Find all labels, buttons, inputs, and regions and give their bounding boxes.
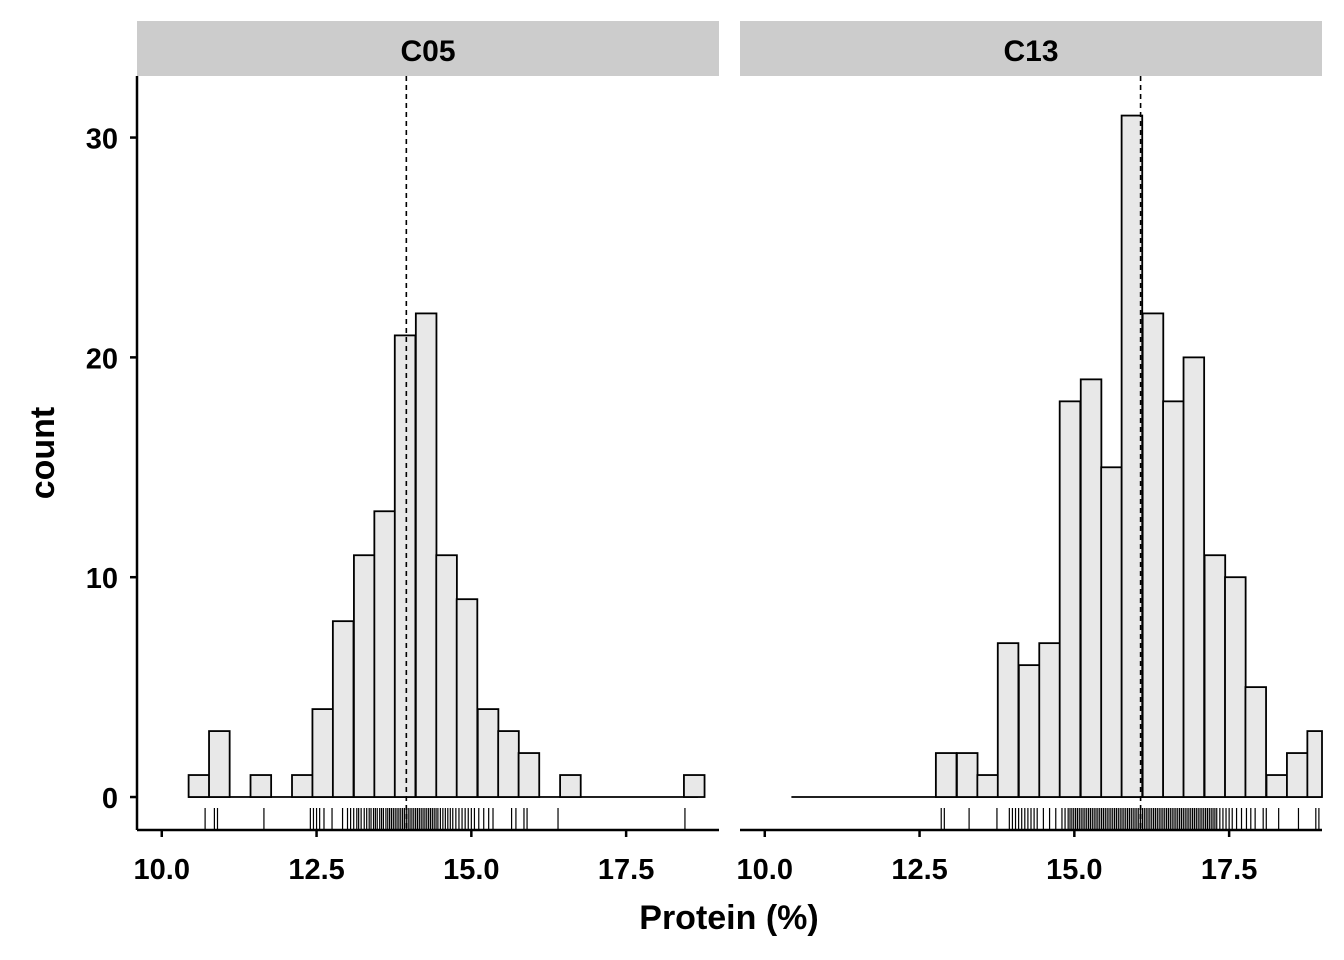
histogram-bar xyxy=(476,708,500,798)
histogram-bar xyxy=(1286,752,1309,798)
facet-strip-label: C05 xyxy=(400,35,455,68)
facet-strip xyxy=(137,21,719,76)
histogram-bar xyxy=(1141,312,1165,798)
x-tick-label: 15.0 xyxy=(443,854,499,886)
y-tick-label: 20 xyxy=(86,343,118,375)
histogram-bar xyxy=(353,554,376,798)
histogram-bar xyxy=(1017,664,1041,798)
histogram-bar xyxy=(976,774,999,798)
histogram-bar xyxy=(414,312,438,798)
histogram-bar xyxy=(1162,400,1185,798)
histogram-bar xyxy=(1058,400,1082,798)
histogram-bar xyxy=(1038,642,1061,798)
x-tick-label: 12.5 xyxy=(891,854,947,886)
histogram-bar xyxy=(1224,576,1247,798)
histogram-bar xyxy=(934,752,958,798)
y-tick-label: 10 xyxy=(86,563,118,595)
y-axis-label: count xyxy=(24,407,62,500)
y-tick-label: 0 xyxy=(102,783,118,815)
histogram-bar xyxy=(1244,686,1267,798)
histogram-bar xyxy=(187,774,211,798)
histogram-bar xyxy=(331,620,355,798)
histogram-bar xyxy=(1265,774,1289,798)
x-tick-label: 10.0 xyxy=(737,854,793,886)
facet-strip-label: C13 xyxy=(1003,35,1058,68)
histogram-bar xyxy=(996,642,1020,798)
histogram-bar xyxy=(1120,114,1144,798)
histogram-bar xyxy=(249,774,273,798)
x-tick-label: 12.5 xyxy=(288,854,344,886)
histogram-bar xyxy=(373,510,396,798)
x-tick-label: 15.0 xyxy=(1046,854,1102,886)
histogram-bar xyxy=(1306,730,1323,798)
histogram-bar xyxy=(291,774,314,798)
x-tick-label: 17.5 xyxy=(598,854,654,886)
histogram-bar xyxy=(956,752,979,798)
x-axis-label: Protein (%) xyxy=(639,899,818,937)
histogram-bar xyxy=(208,730,231,798)
histogram-bar xyxy=(393,334,417,798)
histogram-bar xyxy=(559,774,582,798)
histogram-bar xyxy=(1100,466,1123,798)
histogram-bar xyxy=(1182,356,1206,798)
x-tick-label: 10.0 xyxy=(134,854,190,886)
histogram-bar xyxy=(1079,378,1103,798)
histogram-bar xyxy=(435,554,458,798)
histogram-bar xyxy=(517,752,541,798)
histogram-bar xyxy=(497,730,520,798)
histogram-bar xyxy=(683,774,706,798)
histogram-bar xyxy=(455,598,479,798)
y-tick-label: 30 xyxy=(86,124,118,156)
histogram-bar xyxy=(1203,554,1227,798)
histogram-bar xyxy=(311,708,334,798)
facet-strip xyxy=(740,21,1322,76)
x-tick-label: 17.5 xyxy=(1201,854,1257,886)
